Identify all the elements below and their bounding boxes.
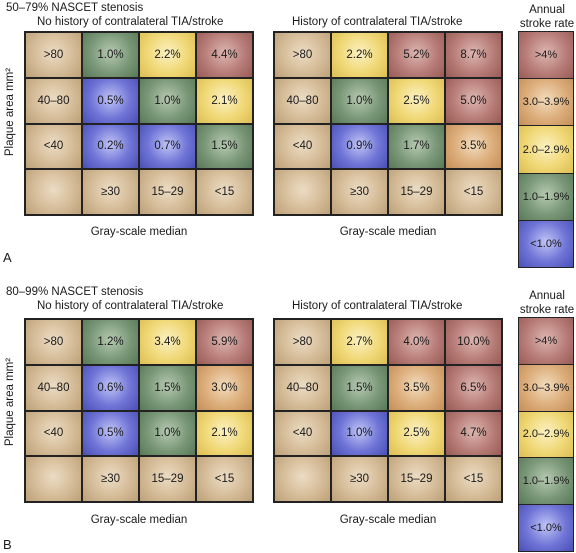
risk-cell: 1.0% bbox=[331, 77, 388, 124]
risk-cell: ≥30 bbox=[331, 456, 388, 502]
risk-cell: ≥30 bbox=[82, 169, 139, 215]
legend-swatch: 1.0–1.9% bbox=[518, 172, 574, 221]
risk-cell: 8.7% bbox=[445, 32, 502, 78]
risk-cell: 1.5% bbox=[139, 364, 196, 411]
risk-cell: 2.5% bbox=[388, 410, 445, 457]
panel-a-legend: >4% 3.0–3.9% 2.0–2.9% 1.0–1.9% <1.0% bbox=[518, 31, 574, 269]
legend-swatch: 1.0–1.9% bbox=[518, 457, 574, 506]
legend-swatch: 2.0–2.9% bbox=[518, 125, 574, 174]
risk-cell: <15 bbox=[196, 169, 253, 215]
risk-cell: 1.5% bbox=[196, 123, 253, 170]
legend-swatch: <1.0% bbox=[518, 219, 574, 269]
risk-cell: 15–29 bbox=[139, 169, 196, 215]
risk-cell: <40 bbox=[25, 410, 82, 457]
risk-cell: 40–80 bbox=[25, 364, 82, 411]
risk-cell: <40 bbox=[25, 123, 82, 170]
panel-b-stenosis-title: 80–99% NASCET stenosis bbox=[6, 286, 144, 298]
risk-cell bbox=[274, 169, 331, 215]
risk-cell: 2.2% bbox=[331, 32, 388, 78]
risk-cell: 4.0% bbox=[388, 319, 445, 365]
risk-cell: 40–80 bbox=[25, 77, 82, 124]
panel-b-left-grid: >80 1.2% 3.4% 5.9% 40–80 0.6% 1.5% 3.0% <40 0.5% 1… bbox=[24, 318, 254, 503]
panel-a-legend-title-1: Annual bbox=[529, 4, 565, 16]
risk-cell: 3.5% bbox=[388, 364, 445, 411]
panel-b-letter: B bbox=[3, 537, 12, 552]
panel-b-left-grid-title: No history of contralateral TIA/stroke bbox=[37, 300, 224, 312]
risk-cell: 1.0% bbox=[139, 410, 196, 457]
risk-cell: 15–29 bbox=[139, 456, 196, 502]
risk-cell: 0.7% bbox=[139, 123, 196, 170]
risk-cell: 0.6% bbox=[82, 364, 139, 411]
panel-a-right-grid: >80 2.2% 5.2% 8.7% 40–80 1.0% 2.5% 5.0% <40 0.9% 1… bbox=[273, 31, 503, 216]
risk-cell: 0.5% bbox=[82, 410, 139, 457]
legend-swatch: 3.0–3.9% bbox=[518, 363, 574, 412]
risk-cell: <15 bbox=[445, 456, 502, 502]
risk-cell: 2.2% bbox=[139, 32, 196, 78]
risk-cell bbox=[25, 456, 82, 502]
panel-b-y-axis-label: Plaque area mm² bbox=[4, 357, 16, 447]
legend-swatch: <1.0% bbox=[518, 504, 574, 552]
risk-cell: <40 bbox=[274, 123, 331, 170]
risk-cell: 5.9% bbox=[196, 319, 253, 365]
panel-a-stenosis-title: 50–79% NASCET stenosis bbox=[6, 2, 144, 14]
risk-cell: <15 bbox=[445, 169, 502, 215]
panel-b-right-grid: >80 2.7% 4.0% 10.0% 40–80 1.5% 3.5% 6.5% <40 1.0%… bbox=[273, 318, 503, 503]
risk-cell: 2.1% bbox=[196, 77, 253, 124]
risk-cell: 2.5% bbox=[388, 77, 445, 124]
risk-cell: <15 bbox=[196, 456, 253, 502]
risk-cell: 2.7% bbox=[331, 319, 388, 365]
risk-cell bbox=[274, 456, 331, 502]
risk-cell: 3.4% bbox=[139, 319, 196, 365]
risk-cell: 0.5% bbox=[82, 77, 139, 124]
risk-cell: 1.5% bbox=[331, 364, 388, 411]
risk-cell: <40 bbox=[274, 410, 331, 457]
risk-cell: >80 bbox=[274, 32, 331, 78]
risk-cell: 10.0% bbox=[445, 319, 502, 365]
risk-cell: 40–80 bbox=[274, 77, 331, 124]
panel-a-letter: A bbox=[3, 250, 12, 265]
legend-swatch: 2.0–2.9% bbox=[518, 410, 574, 459]
risk-cell: 6.5% bbox=[445, 364, 502, 411]
panel-a-right-grid-title: History of contralateral TIA/stroke bbox=[292, 16, 463, 28]
panel-a-legend-title-2: stroke rate bbox=[519, 18, 575, 30]
panel-a-left-grid-title: No history of contralateral TIA/stroke bbox=[37, 16, 224, 28]
legend-swatch: 3.0–3.9% bbox=[518, 78, 574, 127]
panel-b-legend-title-2: stroke rate bbox=[519, 304, 575, 316]
panel-a-y-axis-label: Plaque area mm² bbox=[4, 67, 16, 157]
risk-cell: 5.2% bbox=[388, 32, 445, 78]
risk-cell: 3.5% bbox=[445, 123, 502, 170]
risk-cell: 1.0% bbox=[331, 410, 388, 457]
legend-swatch: >4% bbox=[518, 31, 574, 80]
panel-b-right-x-axis-label: Gray-scale median bbox=[339, 514, 437, 526]
risk-cell bbox=[25, 169, 82, 215]
risk-cell: 1.7% bbox=[388, 123, 445, 170]
risk-cell: 5.0% bbox=[445, 77, 502, 124]
risk-cell: 2.1% bbox=[196, 410, 253, 457]
panel-b-legend: >4% 3.0–3.9% 2.0–2.9% 1.0–1.9% <1.0% bbox=[518, 317, 574, 552]
risk-cell: >80 bbox=[274, 319, 331, 365]
panel-b-legend-title-1: Annual bbox=[529, 290, 565, 302]
panel-a-left-grid: >80 1.0% 2.2% 4.4% 40–80 0.5% 1.0% 2.1% <40 0.2% 0… bbox=[24, 31, 254, 216]
risk-cell: >80 bbox=[25, 319, 82, 365]
risk-cell: 1.2% bbox=[82, 319, 139, 365]
risk-cell: 1.0% bbox=[82, 32, 139, 78]
risk-cell: 1.0% bbox=[139, 77, 196, 124]
risk-cell: ≥30 bbox=[82, 456, 139, 502]
legend-swatch: >4% bbox=[518, 317, 574, 365]
risk-cell: 0.2% bbox=[82, 123, 139, 170]
panel-b-left-x-axis-label: Gray-scale median bbox=[90, 514, 188, 526]
panel-a-right-x-axis-label: Gray-scale median bbox=[339, 226, 437, 238]
risk-cell: 15–29 bbox=[388, 456, 445, 502]
risk-cell: 4.4% bbox=[196, 32, 253, 78]
risk-cell: ≥30 bbox=[331, 169, 388, 215]
risk-cell: 4.7% bbox=[445, 410, 502, 457]
risk-cell: >80 bbox=[25, 32, 82, 78]
risk-cell: 40–80 bbox=[274, 364, 331, 411]
panel-a-left-x-axis-label: Gray-scale median bbox=[90, 226, 188, 238]
panel-b-right-grid-title: History of contralateral TIA/stroke bbox=[292, 300, 463, 312]
risk-cell: 3.0% bbox=[196, 364, 253, 411]
risk-cell: 0.9% bbox=[331, 123, 388, 170]
risk-cell: 15–29 bbox=[388, 169, 445, 215]
